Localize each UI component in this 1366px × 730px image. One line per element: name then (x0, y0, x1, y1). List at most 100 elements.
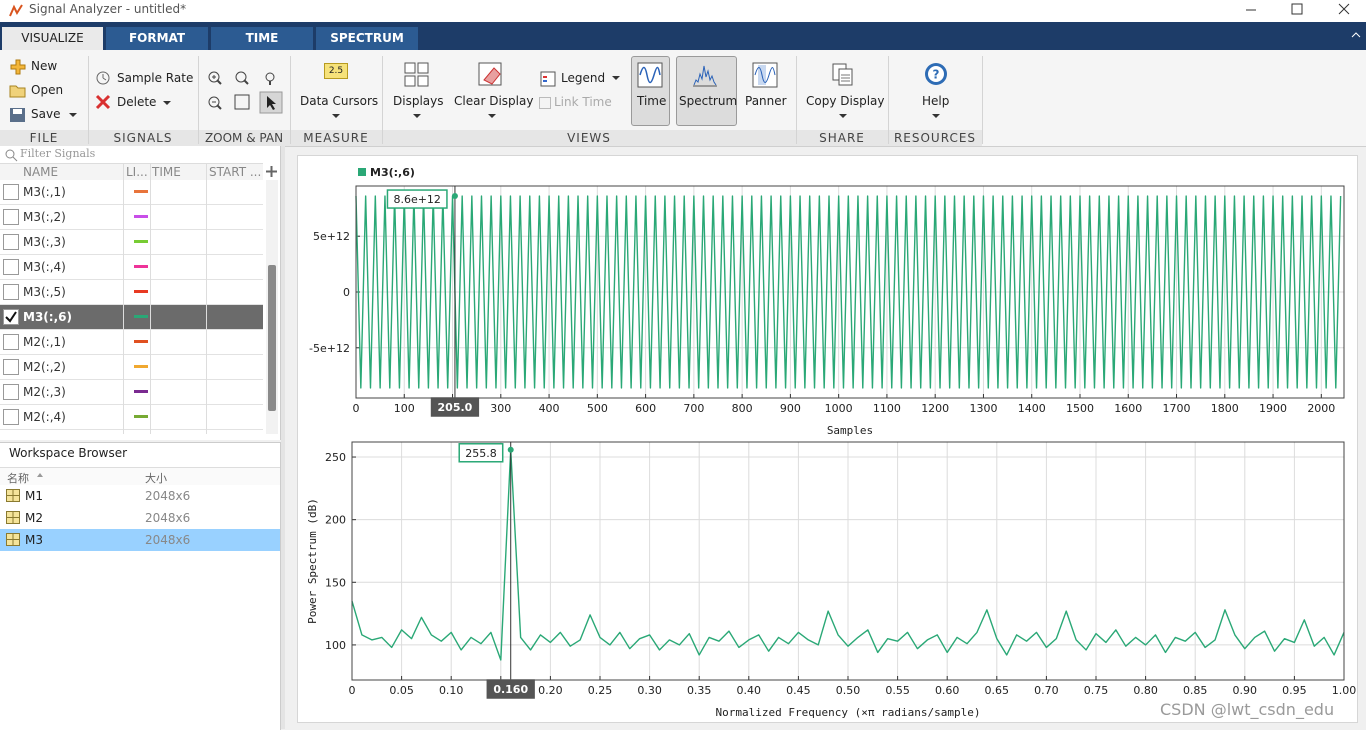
workspace-rows: M1 2048x6 M2 2048x6 M3 2048x6 (0, 485, 280, 555)
panner-button[interactable]: Panner (745, 94, 787, 108)
dropdown-arrow[interactable] (611, 74, 621, 82)
cursor-label: 205.0 (438, 401, 473, 414)
copy-display-button[interactable]: Copy Display (806, 94, 885, 108)
checkbox[interactable] (3, 409, 19, 425)
signal-name: M2(:,3) (23, 385, 66, 399)
dropdown-arrow[interactable] (931, 112, 941, 120)
grid-icon (6, 511, 20, 524)
cursor-label-box (386, 189, 448, 209)
checkbox[interactable] (3, 384, 19, 400)
sample-rate-button[interactable]: Sample Rate (117, 71, 194, 85)
signal-row[interactable]: M2(:,1) (0, 330, 263, 355)
save-button[interactable]: Save (31, 107, 61, 121)
x-tick-label: 0.70 (1034, 684, 1059, 697)
signal-name: M2(:,4) (23, 410, 66, 424)
column-header[interactable]: START ... (209, 165, 262, 179)
dropdown-arrow[interactable] (838, 112, 848, 120)
workspace-row[interactable]: M2 2048x6 (0, 507, 280, 529)
signal-row[interactable]: M2(:,4) (0, 405, 263, 430)
clear-display-button[interactable]: Clear Display (454, 94, 534, 108)
x-tick-label: 0.55 (885, 684, 910, 697)
column-header[interactable]: LI... (126, 165, 148, 179)
signal-name: M2(:,2) (23, 360, 66, 374)
x-tick-label: 400 (539, 402, 560, 415)
x-tick-label: 0.10 (439, 684, 464, 697)
signal-row[interactable]: M3(:,3) (0, 230, 263, 255)
tab[interactable]: VISUALIZE (2, 27, 103, 51)
x-tick-label: 1800 (1211, 402, 1239, 415)
column-header[interactable]: 大小 (145, 472, 167, 485)
cursor-label-box (430, 397, 480, 417)
collapse-icon[interactable] (1350, 30, 1362, 40)
grid-icon (6, 489, 20, 502)
signal-row[interactable]: M3(:,4) (0, 255, 263, 280)
x-tick-label: 0.85 (1183, 684, 1208, 697)
add-column-icon[interactable] (265, 165, 278, 178)
signal-row[interactable]: M2(:,2) (0, 355, 263, 380)
checkbox[interactable] (3, 209, 19, 225)
column-divider (123, 163, 124, 434)
x-tick-label: 0.60 (935, 684, 960, 697)
section-label: ZOOM & PAN (204, 131, 284, 145)
dropdown-arrow[interactable] (162, 99, 172, 107)
signal-row[interactable]: M3(:,6) (0, 305, 263, 330)
filter-input[interactable]: Filter Signals (20, 147, 96, 160)
line-color (134, 415, 148, 418)
checkbox[interactable] (3, 259, 19, 275)
spectrum-toggle-selected[interactable] (676, 56, 737, 126)
signal-row[interactable]: M3(:,1) (0, 180, 263, 205)
signal-row[interactable]: M3(:,2) (0, 205, 263, 230)
file-icons (9, 59, 26, 122)
sort-arrow[interactable] (36, 472, 44, 478)
displays-button[interactable]: Displays (393, 94, 444, 108)
data-cursors-button[interactable]: Data Cursors (300, 94, 379, 108)
window-controls[interactable] (1240, 0, 1366, 22)
signal-name: M3(:,6) (23, 310, 72, 324)
line-color (134, 215, 148, 218)
spectrum-button[interactable]: Spectrum (679, 94, 738, 108)
checkbox[interactable] (3, 184, 19, 200)
scrollbar-thumb[interactable] (268, 265, 276, 411)
x-tick-label: 1.00 (1332, 684, 1357, 697)
window-title: Signal Analyzer - untitled* (29, 2, 187, 16)
dropdown-arrow[interactable] (487, 112, 497, 120)
column-header[interactable]: 名称 (7, 472, 29, 485)
legend-button[interactable]: Legend (561, 71, 606, 85)
link-time-label[interactable]: Link Time (554, 95, 612, 109)
tab[interactable]: SPECTRUM (316, 27, 418, 50)
help-button[interactable]: Help (922, 94, 950, 108)
workspace-row[interactable]: M1 2048x6 (0, 485, 280, 507)
link-time-checkbox[interactable] (539, 97, 551, 109)
signal-row[interactable]: M3(:,5) (0, 280, 263, 305)
workspace-row[interactable]: M3 2048x6 (0, 529, 280, 551)
dropdown-arrow[interactable] (412, 112, 422, 120)
line-color (134, 365, 148, 368)
separator (796, 56, 797, 144)
checkbox[interactable] (3, 334, 19, 350)
tab[interactable]: FORMAT (106, 27, 208, 50)
checkbox[interactable] (3, 309, 19, 325)
column-header[interactable]: TIME (152, 165, 181, 179)
column-header[interactable]: NAME (23, 165, 59, 179)
delete-button[interactable]: Delete (117, 95, 157, 109)
x-tick-label: 0.90 (1233, 684, 1258, 697)
time-button[interactable]: Time (637, 94, 667, 108)
open-button[interactable]: Open (31, 83, 64, 97)
tab[interactable]: TIME (211, 27, 313, 50)
signal-row[interactable]: M2(:,3) (0, 380, 263, 405)
new-button[interactable]: New (31, 59, 58, 73)
x-tick-label: 1100 (873, 402, 901, 415)
variable-name: M2 (25, 511, 43, 525)
checkbox[interactable] (3, 234, 19, 250)
splitter[interactable] (281, 146, 285, 729)
x-tick-label: 0.75 (1084, 684, 1109, 697)
workspace-title: Workspace Browser (9, 446, 128, 460)
dropdown-arrow[interactable] (331, 112, 341, 120)
dropdown-arrow[interactable] (68, 111, 78, 119)
checkbox[interactable] (3, 359, 19, 375)
checkbox[interactable] (3, 284, 19, 300)
y-tick-label: 250 (325, 451, 346, 464)
zoom-pan-icons[interactable] (205, 68, 285, 114)
